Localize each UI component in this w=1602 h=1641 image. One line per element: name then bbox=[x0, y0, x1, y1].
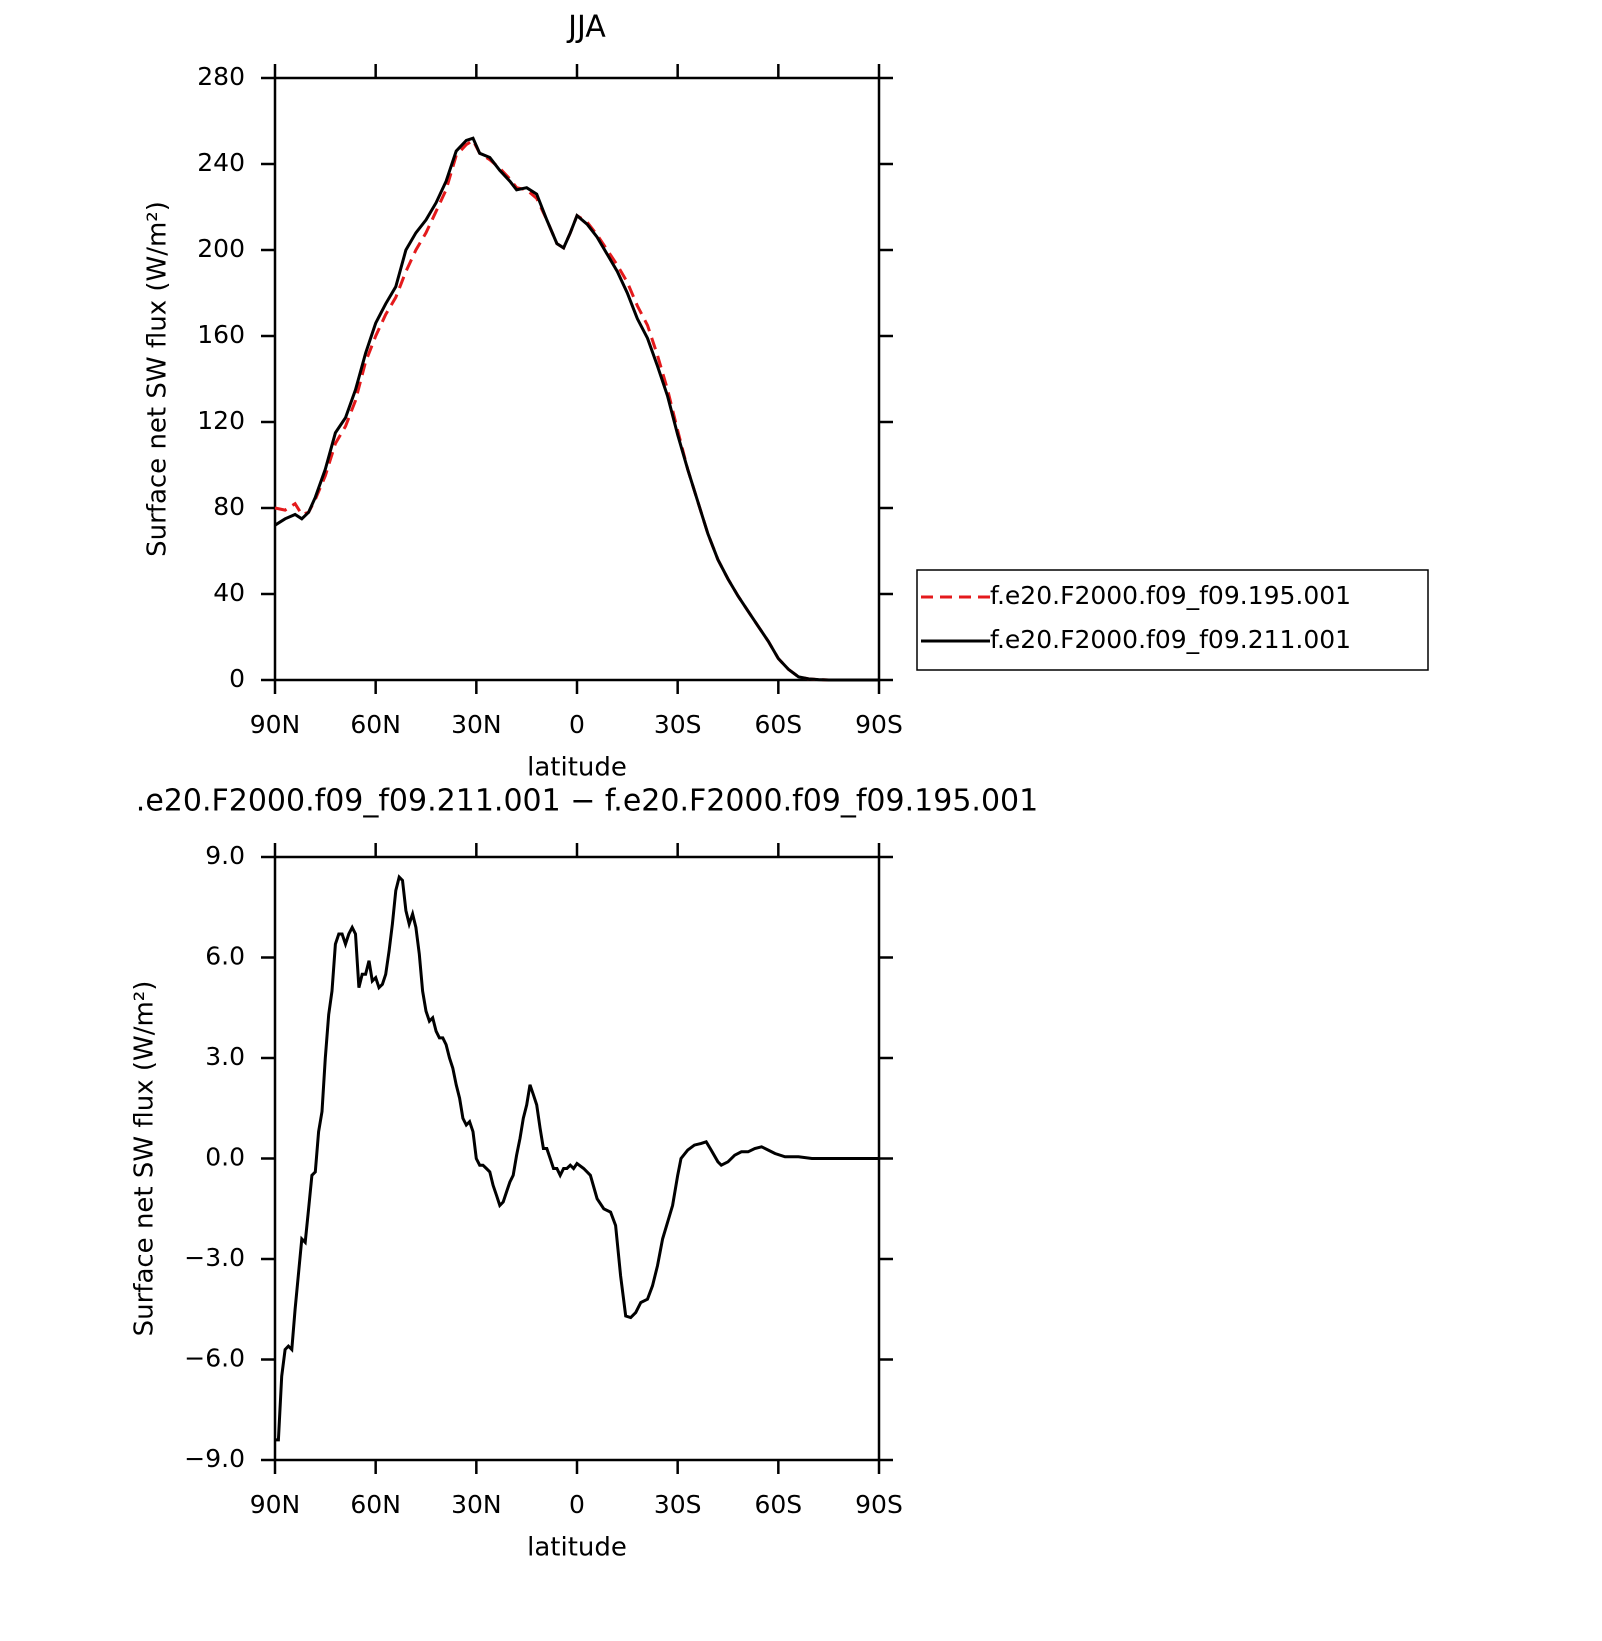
y-tick-label: 200 bbox=[197, 234, 245, 263]
x-tick-label: 60N bbox=[350, 710, 401, 739]
x-tick-label: 90S bbox=[855, 1490, 903, 1519]
y-tick-label: 3.0 bbox=[205, 1042, 245, 1071]
y-tick-label: 240 bbox=[197, 148, 245, 177]
chart-title: .e20.F2000.f09_f09.211.001 − f.e20.F2000… bbox=[136, 784, 1038, 819]
x-tick-label: 60S bbox=[754, 1490, 802, 1519]
y-tick-label: 0.0 bbox=[205, 1143, 245, 1172]
plot-frame bbox=[273, 855, 881, 1462]
y-tick-label: −6.0 bbox=[184, 1344, 245, 1373]
x-tick-label: 30N bbox=[451, 710, 502, 739]
x-tick-label: 0 bbox=[569, 710, 585, 739]
y-tick-label: 160 bbox=[197, 320, 245, 349]
y-tick-label: 0 bbox=[229, 664, 245, 693]
y-axis-label: Surface net SW flux (W/m²) bbox=[130, 981, 160, 1337]
y-tick-label: 9.0 bbox=[205, 841, 245, 870]
data-line bbox=[274, 138, 879, 682]
y-tick-label: 6.0 bbox=[205, 942, 245, 971]
plot-frame bbox=[273, 76, 881, 682]
data-line bbox=[275, 874, 879, 1442]
legend-box bbox=[916, 569, 1429, 671]
y-tick-label: 120 bbox=[197, 406, 245, 435]
y-tick-label: −9.0 bbox=[184, 1444, 245, 1473]
y-tick-label: 80 bbox=[213, 492, 245, 521]
x-tick-label: 60N bbox=[350, 1490, 401, 1519]
x-tick-label: 30S bbox=[654, 710, 702, 739]
legend-label: f.e20.F2000.f09_f09.211.001 bbox=[990, 625, 1351, 654]
x-tick-label: 30S bbox=[654, 1490, 702, 1519]
data-line bbox=[274, 136, 879, 682]
x-tick-label: 30N bbox=[451, 1490, 502, 1519]
y-tick-label: 280 bbox=[197, 62, 245, 91]
x-tick-label: 90N bbox=[250, 1490, 301, 1519]
y-tick-label: 40 bbox=[213, 578, 245, 607]
legend-label: f.e20.F2000.f09_f09.195.001 bbox=[990, 581, 1351, 610]
x-tick-label: 90N bbox=[250, 710, 301, 739]
x-axis-label: latitude bbox=[527, 753, 627, 783]
x-tick-label: 90S bbox=[855, 710, 903, 739]
x-axis-label: latitude bbox=[527, 1533, 627, 1563]
y-axis-label: Surface net SW flux (W/m²) bbox=[143, 201, 173, 557]
x-tick-label: 0 bbox=[569, 1490, 585, 1519]
y-tick-label: −3.0 bbox=[184, 1243, 245, 1272]
x-tick-label: 60S bbox=[754, 710, 802, 739]
chart-title: JJA bbox=[566, 10, 606, 45]
